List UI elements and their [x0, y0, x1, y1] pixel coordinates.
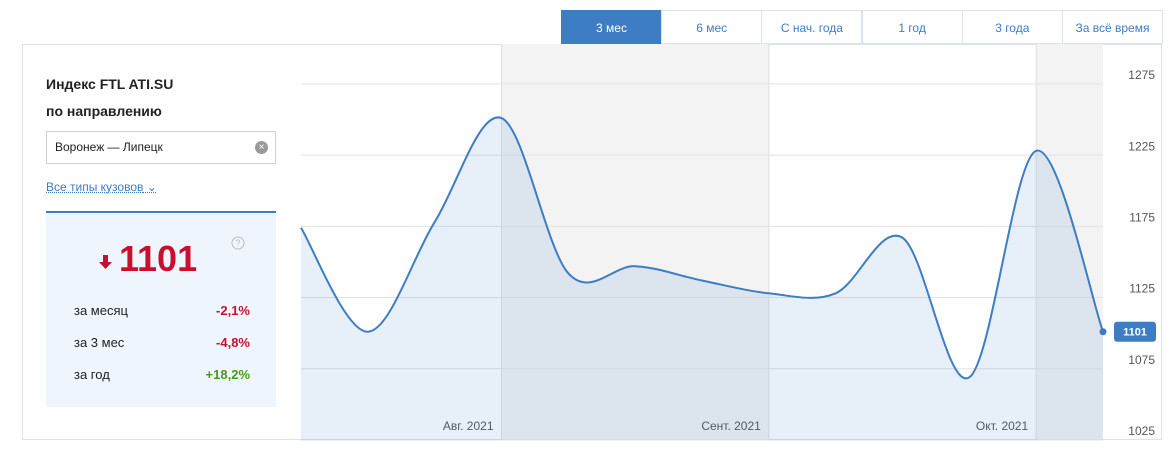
route-input[interactable]: Воронеж — Липецк ×	[46, 131, 276, 164]
y-tick-label: 1275	[1128, 68, 1155, 82]
row-label: за 3 мес	[74, 335, 125, 350]
panel-subtitle: по направлению	[46, 103, 162, 119]
index-value: 1101	[119, 238, 198, 279]
svg-text:?: ?	[235, 238, 240, 248]
row-label: за месяц	[74, 303, 128, 318]
tab[interactable]: За всё время	[1062, 10, 1163, 44]
tab[interactable]: 3 мес	[561, 10, 662, 44]
body-types-link[interactable]: Все типы кузовов ⌄	[46, 180, 157, 194]
panel-title: Индекс FTL ATI.SU	[46, 76, 174, 92]
down-arrow	[99, 255, 112, 269]
y-tick-label: 1175	[1129, 211, 1155, 225]
route-text: Воронеж — Липецк	[55, 140, 163, 154]
row-change: -4,8%	[216, 335, 250, 350]
y-tick-label: 1125	[1129, 282, 1155, 296]
row-change: +18,2%	[205, 367, 250, 382]
area	[301, 117, 1103, 441]
tab[interactable]: 1 год	[861, 10, 963, 44]
month-shade	[501, 44, 769, 440]
y-tick-label: 1025	[1128, 424, 1155, 438]
month-shade	[1036, 44, 1103, 440]
last-value-label: 1101	[1123, 327, 1147, 339]
y-tick-label: 1075	[1128, 353, 1155, 367]
row-change: -2,1%	[216, 303, 250, 318]
tab[interactable]: 6 мес	[661, 10, 763, 44]
tab[interactable]: С нач. года	[761, 10, 863, 44]
x-tick-label: Авг. 2021	[443, 419, 494, 433]
info-box: ?	[46, 211, 276, 407]
y-tick-label: 1225	[1128, 139, 1155, 153]
x-tick-label: Окт. 2021	[976, 419, 1029, 433]
tab[interactable]: 3 года	[961, 10, 1063, 44]
row-label: за год	[74, 367, 110, 382]
x-tick-label: Сент. 2021	[701, 419, 761, 433]
last-point	[1099, 328, 1107, 336]
line	[300, 116, 1104, 380]
link-text: Все типы кузовов	[46, 180, 144, 194]
clear-button[interactable]: ×	[255, 141, 268, 154]
last-value-box	[1114, 321, 1156, 342]
help-icon: ?	[231, 236, 245, 250]
